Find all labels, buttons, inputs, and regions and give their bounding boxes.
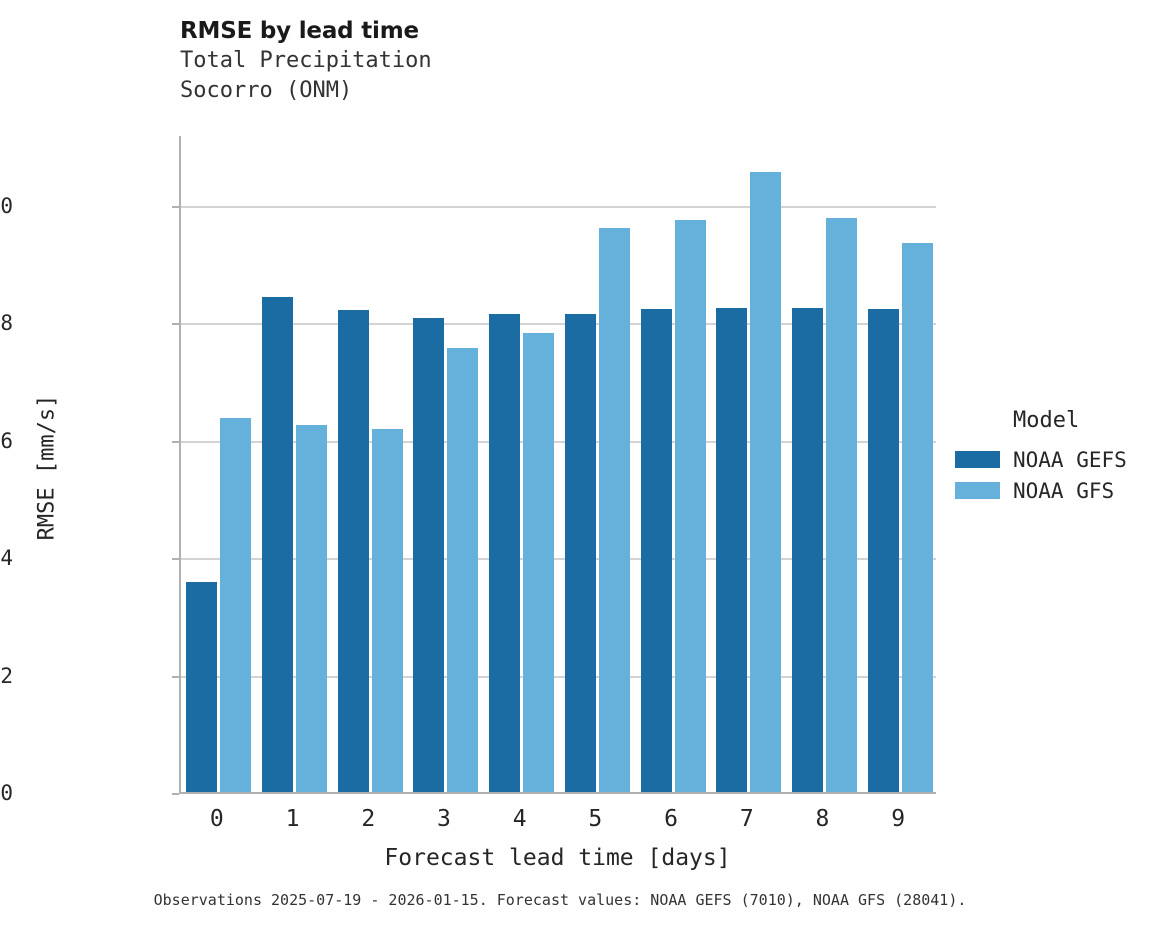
x-tick-label: 8 [815, 806, 830, 832]
y-tick-mark [172, 793, 179, 795]
y-tick-label: 0.00002 [0, 663, 13, 688]
bar [371, 428, 403, 792]
chart-subtitle-station: Socorro (ONM) [180, 78, 353, 103]
legend-item[interactable]: NOAA GFS [955, 475, 1170, 506]
legend-swatch-icon [955, 482, 1000, 499]
bar [825, 218, 857, 792]
gridline [181, 323, 936, 325]
bar [337, 309, 369, 792]
chart-title-block: RMSE by lead time Total Precipitation So… [180, 16, 940, 106]
chart-subtitle-variable: Total Precipitation [180, 48, 432, 73]
y-tick-label: 0.00000 [0, 781, 13, 805]
bar [674, 220, 706, 792]
legend-item-label: NOAA GEFS [1013, 447, 1127, 472]
x-tick-label: 9 [891, 806, 906, 832]
y-tick-mark [172, 440, 179, 443]
bar [447, 348, 479, 792]
x-tick-label: 1 [285, 806, 300, 832]
y-tick-label: 0.00004 [0, 546, 13, 570]
y-tick-mark [172, 675, 179, 678]
bar [901, 242, 933, 792]
bar [523, 332, 555, 792]
plot-area [179, 136, 936, 794]
bar [716, 307, 748, 792]
bar [564, 313, 596, 792]
bar [296, 424, 328, 792]
gridline [181, 440, 936, 443]
x-tick-label: 5 [588, 806, 603, 832]
bar [413, 318, 445, 792]
x-tick-label: 7 [739, 806, 754, 832]
chart-caption: Observations 2025-07-19 - 2026-01-15. Fo… [153, 891, 967, 909]
bar [867, 309, 899, 792]
bar [489, 313, 521, 792]
bar [598, 228, 630, 792]
bar [791, 307, 823, 792]
bar [640, 309, 672, 792]
bar [186, 581, 218, 792]
y-tick-label: 0.00010 [0, 193, 13, 218]
legend-items: NOAA GEFS NOAA GFS [955, 444, 1170, 506]
legend-item-label: NOAA GFS [1013, 478, 1115, 503]
y-tick-mark [172, 323, 179, 325]
y-tick-mark [172, 558, 179, 560]
x-tick-label: 3 [437, 806, 451, 832]
gridline [181, 205, 936, 208]
legend-title: Model [1013, 408, 1080, 433]
x-tick-label: 6 [664, 806, 678, 832]
y-tick-label: 0.00008 [0, 311, 13, 335]
x-tick-label: 0 [209, 806, 224, 832]
y-axis-title: RMSE [mm/s] [34, 394, 60, 541]
x-tick-label: 4 [512, 806, 527, 832]
page-title: RMSE by lead time [180, 18, 419, 44]
x-axis-title: Forecast lead time [days] [384, 845, 731, 871]
legend-swatch-icon [955, 451, 1000, 468]
gridline [181, 675, 936, 678]
gridline [181, 558, 936, 560]
y-tick-label: 0.00006 [0, 428, 13, 453]
bars-layer [181, 136, 936, 792]
y-tick-mark [172, 205, 179, 208]
x-tick-label: 2 [361, 806, 376, 832]
legend: Model NOAA GEFS NOAA GFS [955, 408, 1170, 506]
bar [262, 296, 294, 792]
legend-item[interactable]: NOAA GEFS [955, 444, 1170, 475]
bar [220, 417, 252, 792]
bar [750, 171, 782, 792]
